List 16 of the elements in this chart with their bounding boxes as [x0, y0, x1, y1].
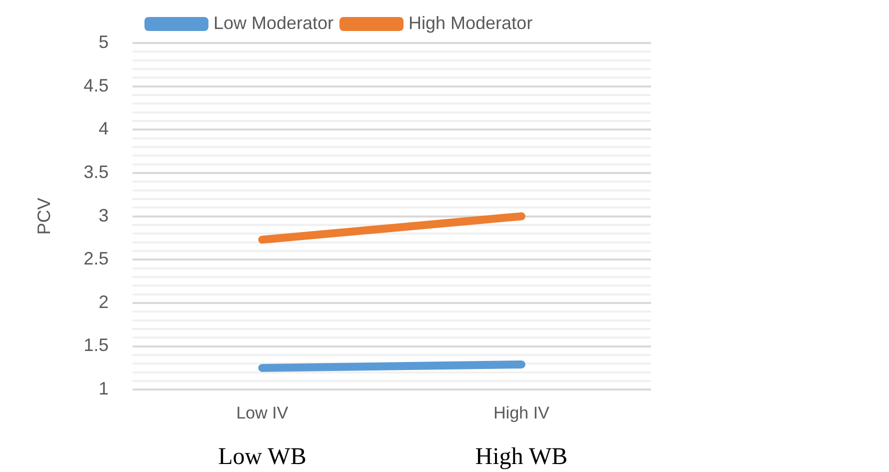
y-tick-label: 5	[98, 32, 109, 52]
y-tick-label: 2	[98, 292, 109, 312]
y-tick-label: 1.5	[84, 335, 109, 356]
y-tick-label: 4.5	[84, 75, 109, 96]
y-tick-label: 3.5	[84, 162, 109, 182]
y-axis-title: PCV	[34, 198, 54, 235]
x-tick-label: High IV	[494, 403, 550, 422]
text: High WB	[475, 444, 568, 470]
y-tick-label: 3	[98, 205, 109, 226]
y-tick-label: 4	[98, 118, 109, 139]
legend-label: Low Moderator	[213, 12, 334, 33]
y-tick-label: 1	[98, 378, 109, 399]
x-tick-label: Low IV	[236, 403, 289, 422]
text: Low WB	[218, 444, 306, 470]
legend-label: High Moderator	[408, 12, 533, 33]
y-tick-label: 2.5	[84, 248, 109, 269]
